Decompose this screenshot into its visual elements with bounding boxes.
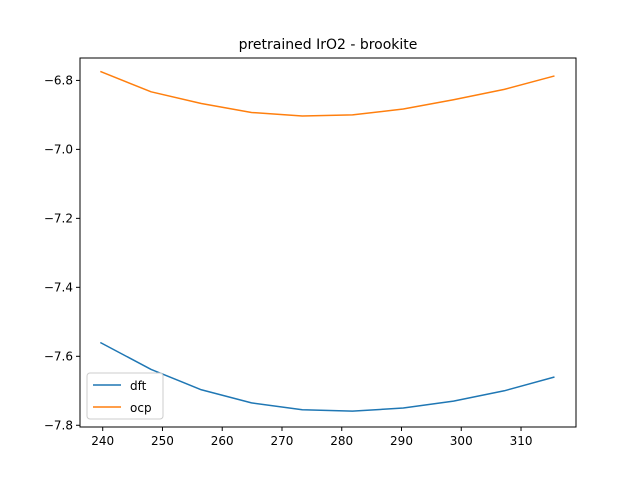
x-tick-label: 290 — [390, 434, 413, 448]
chart-title: pretrained IrO2 - brookite — [239, 37, 418, 53]
x-tick-label: 260 — [211, 434, 234, 448]
x-axis: 240 250 260 270 280 290 300 310 — [91, 427, 532, 448]
legend-box — [86, 372, 164, 420]
x-tick-label: 300 — [450, 434, 473, 448]
y-tick-label: −7.6 — [44, 349, 73, 363]
series-line-dft — [99, 341, 555, 412]
x-tick-label: 240 — [91, 434, 114, 448]
legend-label-dft: dft — [130, 379, 147, 393]
y-tick-label: −7.0 — [44, 142, 73, 156]
y-tick-label: −6.8 — [44, 73, 73, 87]
x-tick-label: 270 — [271, 434, 294, 448]
y-tick-label: −7.4 — [44, 280, 73, 294]
y-tick-label: −7.2 — [44, 211, 73, 225]
y-tick-label: −7.8 — [44, 418, 73, 432]
x-tick-label: 250 — [151, 434, 174, 448]
x-tick-label: 310 — [510, 434, 533, 448]
plot-frame — [79, 57, 577, 428]
x-tick-label: 280 — [330, 434, 353, 448]
legend: dft ocp — [86, 372, 164, 420]
y-axis: −7.8 −7.6 −7.4 −7.2 −7.0 −6.8 — [44, 73, 80, 432]
legend-label-ocp: ocp — [130, 401, 152, 415]
series-line-ocp — [100, 70, 555, 117]
series-layer — [99, 70, 555, 412]
